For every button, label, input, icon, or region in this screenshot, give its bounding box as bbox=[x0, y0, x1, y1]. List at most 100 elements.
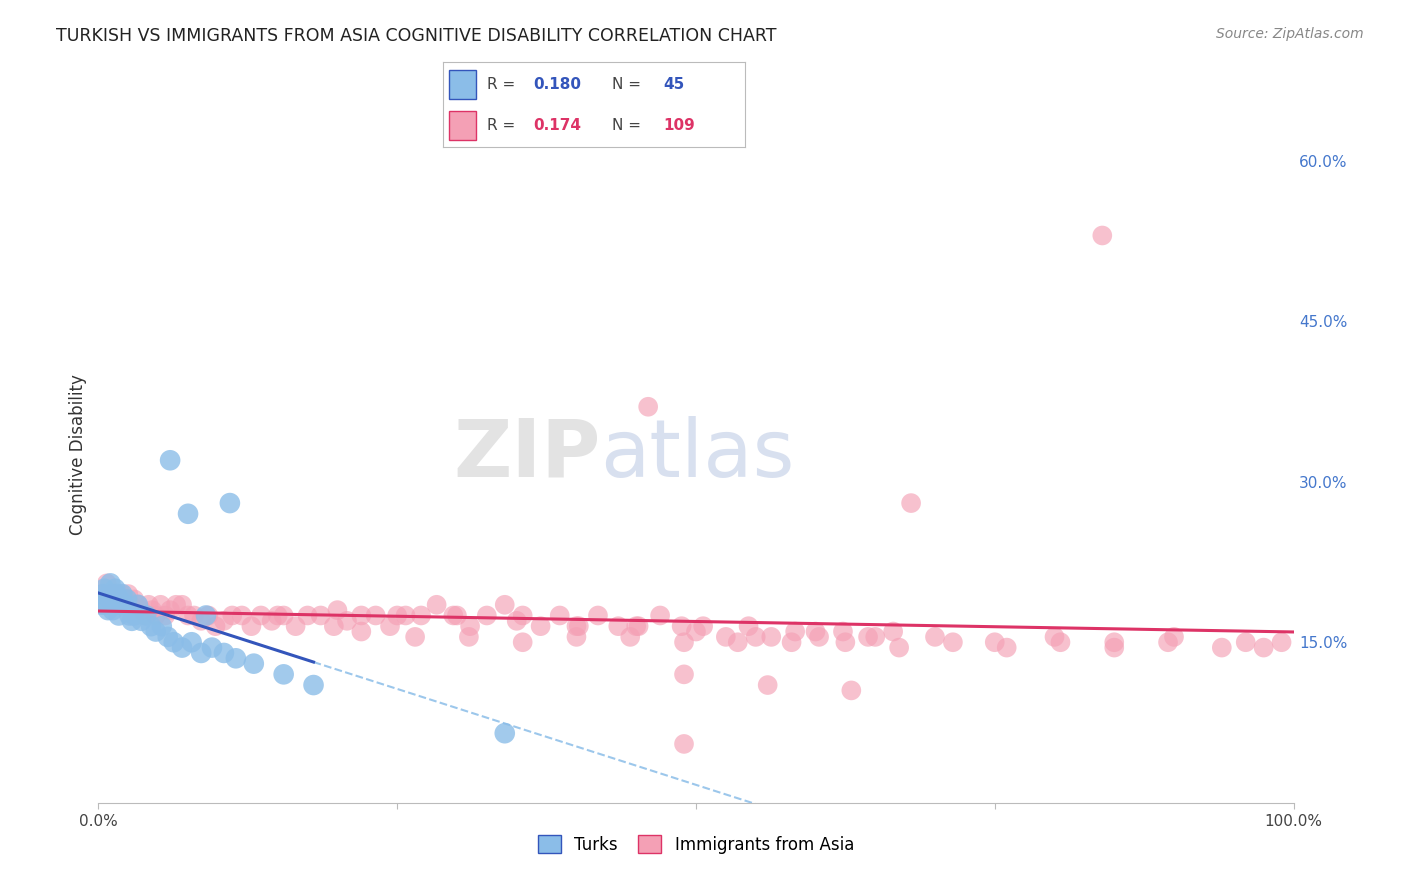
Point bbox=[183, 608, 205, 623]
Point bbox=[141, 603, 163, 617]
Point bbox=[446, 608, 468, 623]
Point bbox=[336, 614, 359, 628]
Point bbox=[124, 608, 146, 623]
Point bbox=[494, 726, 516, 740]
Point bbox=[107, 608, 129, 623]
Point bbox=[101, 603, 124, 617]
Point bbox=[110, 598, 132, 612]
Point bbox=[350, 608, 373, 623]
Point bbox=[565, 619, 588, 633]
Point bbox=[100, 598, 122, 612]
Point bbox=[112, 598, 135, 612]
Point bbox=[231, 608, 253, 623]
Point bbox=[385, 608, 409, 623]
Point bbox=[91, 598, 114, 612]
Point bbox=[648, 608, 672, 623]
Point bbox=[995, 640, 1018, 655]
Point bbox=[127, 598, 149, 612]
Text: R =: R = bbox=[486, 77, 515, 92]
Point bbox=[145, 624, 167, 639]
Point bbox=[692, 619, 714, 633]
Point bbox=[942, 635, 965, 649]
Point bbox=[190, 614, 212, 628]
Point bbox=[139, 619, 162, 633]
Point bbox=[110, 587, 132, 601]
Text: 45: 45 bbox=[664, 77, 685, 92]
Text: TURKISH VS IMMIGRANTS FROM ASIA COGNITIVE DISABILITY CORRELATION CHART: TURKISH VS IMMIGRANTS FROM ASIA COGNITIV… bbox=[56, 27, 776, 45]
Point bbox=[804, 624, 827, 639]
Point bbox=[404, 630, 426, 644]
Point bbox=[607, 619, 630, 633]
Text: R =: R = bbox=[486, 118, 515, 133]
Point bbox=[93, 582, 115, 596]
Point bbox=[250, 608, 273, 623]
Text: Source: ZipAtlas.com: Source: ZipAtlas.com bbox=[1216, 27, 1364, 41]
Point bbox=[240, 619, 263, 633]
Point bbox=[212, 646, 235, 660]
Point bbox=[190, 646, 212, 660]
Point bbox=[114, 598, 136, 612]
Point bbox=[627, 619, 650, 633]
Point bbox=[91, 587, 114, 601]
Point bbox=[322, 619, 344, 633]
Point bbox=[426, 598, 449, 612]
Text: 0.180: 0.180 bbox=[534, 77, 582, 92]
Point bbox=[172, 598, 194, 612]
Point bbox=[267, 608, 290, 623]
Y-axis label: Cognitive Disability: Cognitive Disability bbox=[69, 375, 87, 535]
Point bbox=[135, 608, 157, 623]
Point bbox=[201, 640, 224, 655]
Point bbox=[309, 608, 332, 623]
Point bbox=[118, 608, 141, 623]
Point bbox=[856, 630, 879, 644]
Point bbox=[727, 635, 749, 649]
Point bbox=[1271, 635, 1294, 649]
Point bbox=[111, 587, 134, 601]
Point bbox=[98, 576, 122, 591]
Point bbox=[134, 608, 156, 623]
Point bbox=[163, 635, 186, 649]
Point bbox=[177, 608, 200, 623]
Text: ZIP: ZIP bbox=[453, 416, 600, 494]
Point bbox=[104, 582, 127, 596]
Point bbox=[548, 608, 571, 623]
Point bbox=[225, 651, 247, 665]
Point bbox=[219, 496, 242, 510]
Point bbox=[115, 592, 138, 607]
Point bbox=[441, 608, 464, 623]
Point bbox=[155, 608, 177, 623]
Point bbox=[1253, 640, 1275, 655]
Point bbox=[273, 667, 295, 681]
Point bbox=[671, 619, 693, 633]
Point bbox=[180, 635, 202, 649]
Point bbox=[100, 587, 122, 601]
Point bbox=[780, 635, 803, 649]
Point bbox=[93, 598, 115, 612]
Point bbox=[91, 587, 114, 601]
Point bbox=[1104, 640, 1126, 655]
Point bbox=[834, 635, 856, 649]
Bar bbox=[449, 70, 477, 99]
Bar bbox=[449, 111, 477, 139]
Point bbox=[159, 453, 181, 467]
Point bbox=[1104, 635, 1126, 649]
Point bbox=[568, 619, 591, 633]
Point bbox=[494, 598, 516, 612]
Point bbox=[177, 507, 200, 521]
Point bbox=[103, 598, 125, 612]
Point bbox=[364, 608, 387, 623]
Point bbox=[785, 624, 807, 639]
Point bbox=[159, 603, 181, 617]
Point bbox=[475, 608, 498, 623]
Point bbox=[1163, 630, 1185, 644]
Point bbox=[124, 592, 146, 607]
Point bbox=[165, 598, 187, 612]
Point bbox=[458, 630, 481, 644]
Text: 109: 109 bbox=[664, 118, 696, 133]
Point bbox=[882, 624, 904, 639]
Point bbox=[127, 598, 149, 612]
Point bbox=[637, 400, 659, 414]
Point bbox=[530, 619, 553, 633]
Point bbox=[145, 608, 167, 623]
Point bbox=[586, 608, 609, 623]
